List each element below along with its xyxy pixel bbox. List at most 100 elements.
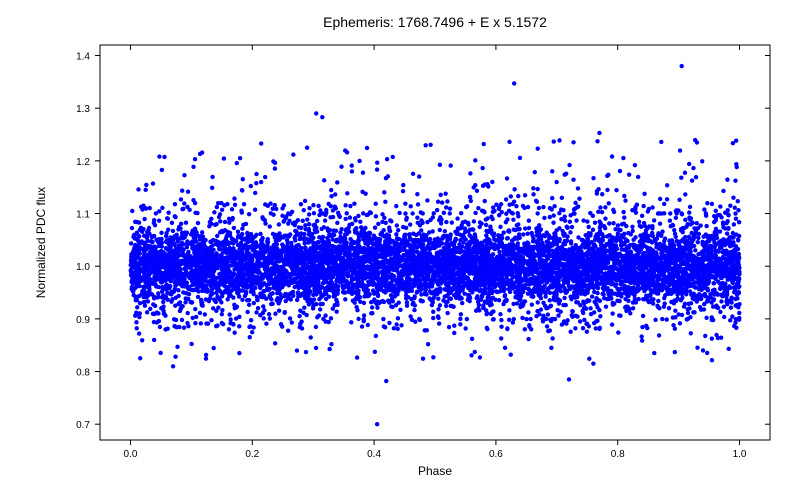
data-point [145, 310, 149, 314]
data-point [431, 300, 435, 304]
y-tick-label: 1.3 [76, 104, 90, 115]
data-point [288, 232, 292, 236]
data-point [637, 220, 641, 224]
y-tick-label: 0.9 [76, 315, 90, 326]
data-point [525, 232, 529, 236]
data-point [296, 294, 300, 298]
chart-title: Ephemeris: 1768.7496 + E x 5.1572 [323, 14, 547, 30]
data-point [445, 311, 449, 315]
data-point [223, 220, 227, 224]
data-point [590, 294, 594, 298]
data-point [166, 298, 170, 302]
data-point [129, 241, 133, 245]
y-tick-label: 1.1 [76, 210, 90, 221]
data-point [214, 222, 218, 226]
data-point [405, 300, 409, 304]
data-point [652, 218, 656, 222]
data-point [255, 297, 259, 301]
data-point [636, 297, 640, 301]
data-point [358, 220, 362, 224]
data-point [527, 226, 531, 230]
x-tick-label: 0.2 [245, 449, 259, 460]
data-point [159, 231, 163, 235]
data-point [183, 266, 187, 270]
data-point [196, 221, 200, 225]
data-point [443, 229, 447, 233]
data-point [734, 232, 738, 236]
data-point [626, 231, 630, 235]
data-point [296, 286, 300, 290]
data-point [684, 292, 688, 296]
data-point [467, 293, 471, 297]
data-point [161, 300, 165, 304]
data-point [419, 287, 423, 291]
data-point [420, 246, 424, 250]
data-point [626, 299, 630, 303]
data-point [556, 313, 560, 317]
data-point [730, 314, 734, 318]
data-point [616, 231, 620, 235]
y-tick-label: 1.0 [76, 262, 90, 273]
data-point [607, 221, 611, 225]
data-point [281, 219, 285, 223]
data-point [172, 243, 176, 247]
data-point [436, 307, 440, 311]
data-point [661, 252, 665, 256]
data-point [283, 310, 287, 314]
data-point [444, 220, 448, 224]
data-point [498, 312, 502, 316]
data-point [717, 281, 721, 285]
data-point [343, 217, 347, 221]
data-point [574, 218, 578, 222]
data-point [581, 299, 585, 303]
x-tick-label: 0.6 [489, 449, 503, 460]
data-point [338, 235, 342, 239]
data-point [254, 310, 258, 314]
data-point [651, 297, 655, 301]
data-point [542, 216, 546, 220]
data-point [240, 298, 244, 302]
data-point [651, 301, 655, 305]
data-point [335, 289, 339, 293]
data-point [498, 225, 502, 229]
data-point [331, 275, 335, 279]
data-point [520, 316, 524, 320]
data-point [672, 228, 676, 232]
data-point [723, 281, 727, 285]
data-point [164, 240, 168, 244]
data-point [480, 293, 484, 297]
data-point [354, 226, 358, 230]
chart-svg: Ephemeris: 1768.7496 + E x 5.15720.00.20… [0, 0, 800, 500]
data-point [369, 300, 373, 304]
data-point [362, 301, 366, 305]
data-point [210, 239, 214, 243]
y-tick-label: 1.2 [76, 157, 90, 168]
data-point [375, 306, 379, 310]
data-point [218, 219, 222, 223]
data-point [321, 264, 325, 268]
data-point [183, 300, 187, 304]
data-point [508, 290, 512, 294]
data-point [324, 297, 328, 301]
data-point [215, 234, 219, 238]
data-point [355, 308, 359, 312]
data-point [297, 225, 301, 229]
data-point [438, 303, 442, 307]
data-point [240, 227, 244, 231]
data-point [542, 245, 546, 249]
data-point [288, 297, 292, 301]
data-point [712, 281, 716, 285]
data-point [352, 240, 356, 244]
data-point [411, 231, 415, 235]
data-point [672, 301, 676, 305]
data-point [181, 290, 185, 294]
data-point [521, 232, 525, 236]
data-point [542, 285, 546, 289]
x-tick-label: 1.0 [733, 449, 747, 460]
data-point [381, 233, 385, 237]
data-point [324, 292, 328, 296]
data-point [585, 219, 589, 223]
y-tick-label: 0.7 [76, 420, 90, 431]
x-tick-label: 0.4 [367, 449, 381, 460]
data-point [151, 302, 155, 306]
